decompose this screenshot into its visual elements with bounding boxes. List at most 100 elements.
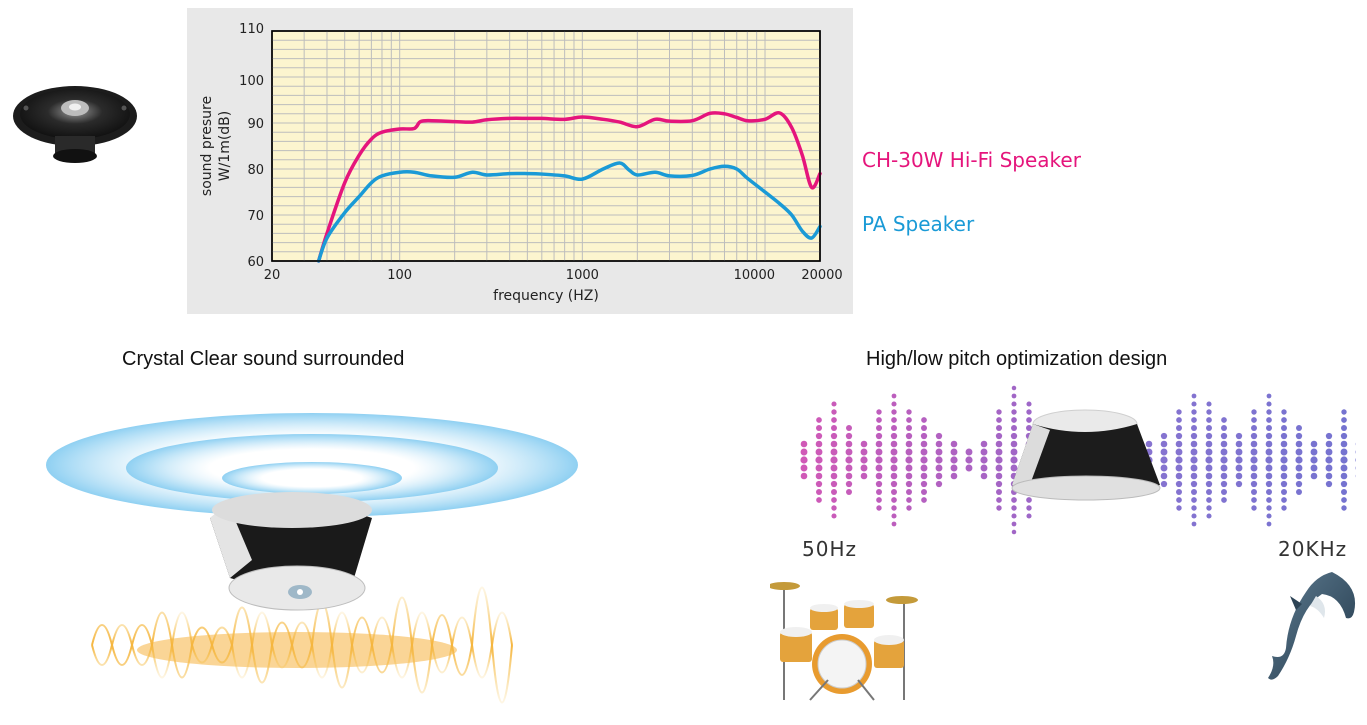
- equalizer-dot: [831, 401, 836, 406]
- equalizer-dot: [1012, 386, 1017, 391]
- x-tick-label: 1000: [566, 268, 599, 283]
- equalizer-dot: [1251, 417, 1257, 423]
- equalizer-dot: [1251, 425, 1257, 431]
- equalizer-dot: [876, 441, 883, 448]
- equalizer-dot: [846, 465, 853, 472]
- equalizer-dot: [1191, 489, 1197, 495]
- equalizer-dot: [861, 465, 868, 472]
- equalizer-dot: [1206, 441, 1213, 448]
- equalizer-dot: [1221, 473, 1228, 480]
- equalizer-dot: [1251, 465, 1258, 472]
- equalizer-dot: [831, 497, 837, 503]
- equalizer-dot: [876, 505, 881, 510]
- equalizer-dot: [1236, 441, 1243, 448]
- equalizer-dot: [1296, 465, 1303, 472]
- y-axis-label-line1: sound presure: [199, 96, 215, 196]
- equalizer-dot: [891, 489, 897, 495]
- equalizer-dot: [891, 465, 898, 472]
- equalizer-dot: [921, 473, 928, 480]
- equalizer-dot: [1266, 481, 1272, 487]
- x-tick-label: 100: [387, 268, 412, 283]
- equalizer-dot: [1266, 409, 1271, 414]
- equalizer-dot: [1296, 473, 1303, 480]
- equalizer-dot: [1341, 497, 1347, 503]
- equalizer-dot: [906, 433, 912, 439]
- equalizer-dot: [906, 481, 912, 487]
- equalizer-dot: [1206, 409, 1211, 414]
- equalizer-dot: [1326, 481, 1332, 487]
- equalizer-dot: [1281, 433, 1287, 439]
- equalizer-dot: [1296, 489, 1302, 495]
- equalizer-dot: [1325, 456, 1332, 463]
- equalizer-dot: [876, 409, 881, 414]
- equalizer-dot: [816, 489, 822, 495]
- pyramid-speaker-icon: [1000, 400, 1170, 510]
- ceiling-speaker-icon: [42, 410, 582, 720]
- equalizer-dot: [1266, 449, 1273, 456]
- equalizer-dot: [906, 449, 913, 456]
- equalizer-dot: [921, 489, 927, 495]
- equalizer-dot: [951, 441, 958, 448]
- equalizer-dot: [965, 456, 972, 463]
- equalizer-dot: [1341, 505, 1346, 510]
- equalizer-dot: [892, 522, 897, 527]
- equalizer-dot: [1340, 456, 1347, 463]
- equalizer-dot: [1266, 473, 1273, 480]
- equalizer-dot: [1251, 449, 1258, 456]
- equalizer-dot: [876, 489, 882, 495]
- equalizer-dot: [801, 473, 808, 480]
- y-tick-label: 60: [247, 255, 264, 270]
- equalizer-dot: [1176, 505, 1181, 510]
- equalizer-dot: [921, 433, 927, 439]
- equalizer-dot: [831, 465, 838, 472]
- equalizer-dot: [1251, 481, 1257, 487]
- equalizer-dot: [1206, 425, 1212, 431]
- equalizer-dot: [1236, 473, 1243, 480]
- x-tick-label: 10000: [734, 268, 775, 283]
- equalizer-dot: [1206, 497, 1212, 503]
- equalizer-dot: [1281, 489, 1287, 495]
- equalizer-dot: [936, 449, 943, 456]
- equalizer-dot: [1176, 425, 1182, 431]
- equalizer-dot: [1310, 456, 1317, 463]
- equalizer-dot: [891, 513, 896, 518]
- equalizer-dot: [921, 425, 927, 431]
- equalizer-dot: [1176, 417, 1182, 423]
- equalizer-dot: [1191, 449, 1198, 456]
- equalizer-dot: [1176, 473, 1183, 480]
- equalizer-dot: [906, 441, 913, 448]
- equalizer-dot: [816, 497, 822, 503]
- car-speaker-icon: [8, 78, 142, 170]
- equalizer-dot: [1176, 433, 1182, 439]
- equalizer-dot: [1191, 465, 1198, 472]
- equalizer-dot: [920, 456, 927, 463]
- equalizer-dot: [981, 449, 988, 456]
- equalizer-dot: [876, 417, 882, 423]
- equalizer-dot: [1295, 456, 1302, 463]
- equalizer-dot: [891, 401, 896, 406]
- equalizer-dot: [1206, 465, 1213, 472]
- equalizer-dot: [1011, 513, 1016, 518]
- equalizer-dot: [1281, 449, 1288, 456]
- equalizer-dot: [1267, 522, 1272, 527]
- equalizer-dot: [1206, 513, 1211, 518]
- equalizer-dot: [1326, 449, 1333, 456]
- equalizer-dot: [845, 456, 852, 463]
- equalizer-dot: [1206, 505, 1211, 510]
- equalizer-dot: [816, 473, 823, 480]
- equalizer-dot: [801, 441, 808, 448]
- equalizer-dot: [831, 441, 838, 448]
- equalizer-dot: [891, 425, 897, 431]
- equalizer-dot: [1206, 401, 1211, 406]
- equalizer-dot: [891, 481, 897, 487]
- equalizer-dot: [1221, 425, 1227, 431]
- x-tick-label: 20000: [801, 268, 842, 283]
- equalizer-dot: [861, 449, 868, 456]
- equalizer-dot: [936, 441, 943, 448]
- equalizer-dot: [921, 441, 928, 448]
- equalizer-dot: [1311, 441, 1318, 448]
- equalizer-dot: [1206, 433, 1212, 439]
- equalizer-dot: [1012, 530, 1017, 535]
- equalizer-dot: [800, 456, 807, 463]
- equalizer-dot: [892, 394, 897, 399]
